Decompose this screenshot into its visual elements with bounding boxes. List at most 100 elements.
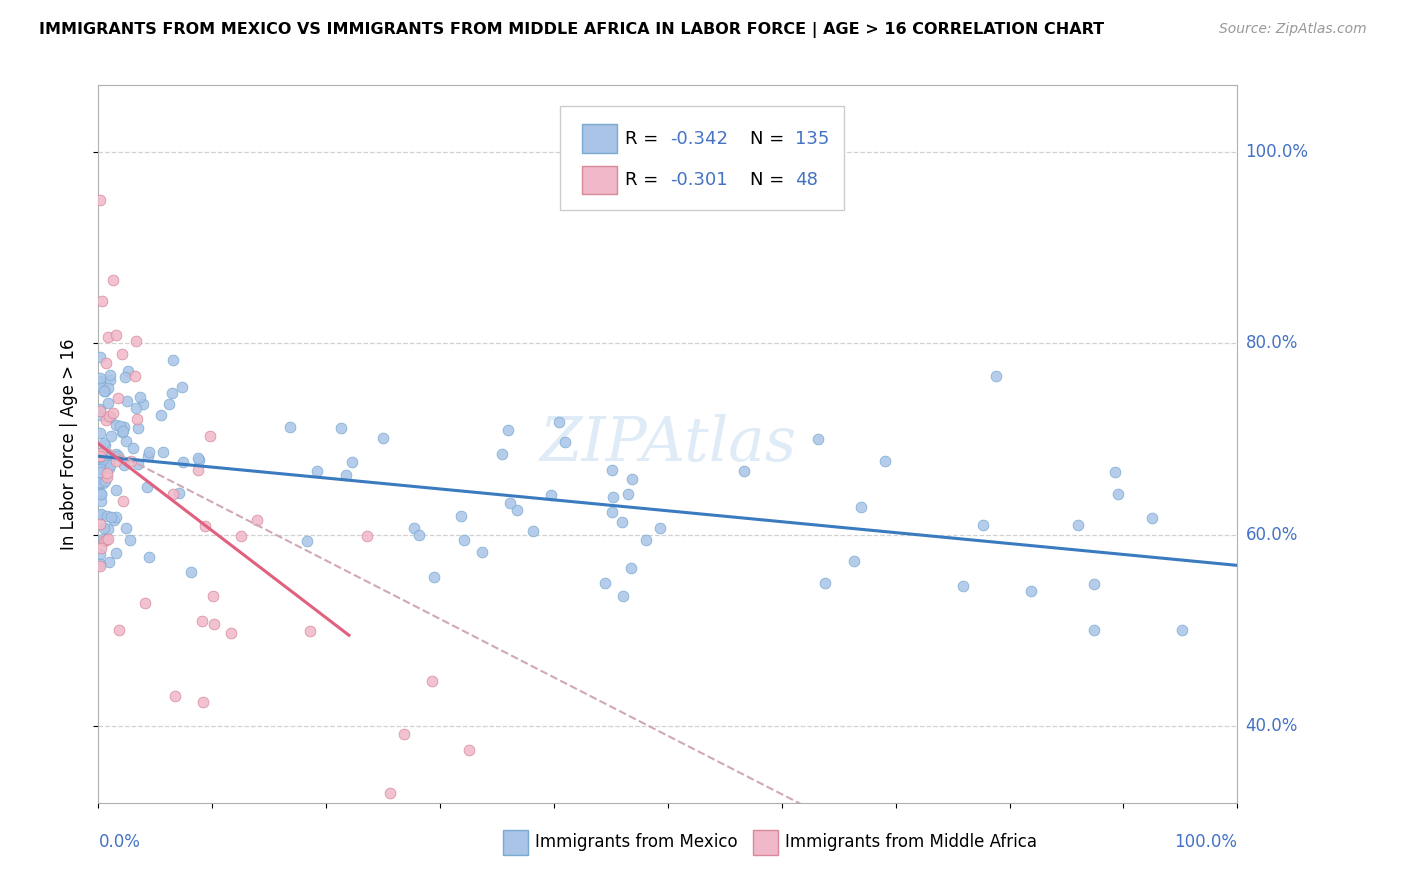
Point bbox=[100, 429, 122, 443]
Point bbox=[458, 743, 481, 757]
Point bbox=[89, 371, 111, 385]
Point bbox=[190, 614, 212, 628]
Point bbox=[98, 453, 121, 467]
Point bbox=[98, 373, 121, 387]
Text: R =: R = bbox=[624, 129, 664, 147]
Point bbox=[93, 450, 115, 464]
Point bbox=[94, 475, 117, 489]
Text: Immigrants from Middle Africa: Immigrants from Middle Africa bbox=[785, 833, 1038, 851]
Point bbox=[202, 617, 225, 632]
Point bbox=[93, 534, 115, 549]
Point bbox=[634, 533, 657, 547]
Point bbox=[96, 508, 118, 523]
Point bbox=[187, 463, 209, 477]
Point bbox=[97, 532, 120, 546]
Point bbox=[107, 392, 129, 406]
Point bbox=[245, 513, 267, 527]
Point bbox=[600, 463, 623, 477]
Point bbox=[105, 509, 128, 524]
Point bbox=[89, 547, 111, 561]
Point bbox=[112, 458, 135, 472]
Point bbox=[94, 438, 117, 452]
Point bbox=[1067, 518, 1090, 533]
Point bbox=[89, 445, 111, 459]
Point bbox=[90, 445, 112, 459]
Point bbox=[89, 466, 111, 480]
Text: 100.0%: 100.0% bbox=[1246, 143, 1309, 161]
Point bbox=[111, 494, 134, 508]
Text: ZIPAtlas: ZIPAtlas bbox=[540, 414, 796, 474]
Point bbox=[423, 570, 446, 584]
Point bbox=[1107, 487, 1129, 501]
Point bbox=[89, 350, 111, 364]
Point bbox=[1083, 624, 1105, 638]
Point bbox=[118, 533, 141, 548]
Point bbox=[392, 727, 415, 741]
Point bbox=[94, 457, 117, 471]
Point bbox=[522, 524, 544, 538]
Point bbox=[620, 560, 643, 574]
Point bbox=[89, 193, 111, 207]
Point bbox=[202, 589, 225, 603]
Point bbox=[229, 529, 252, 543]
Point bbox=[152, 445, 174, 459]
Point bbox=[107, 449, 129, 463]
Point bbox=[612, 516, 634, 530]
FancyBboxPatch shape bbox=[754, 830, 779, 855]
Point bbox=[93, 436, 115, 450]
Point bbox=[329, 420, 352, 434]
Point bbox=[378, 786, 401, 800]
Point bbox=[98, 458, 121, 472]
Point bbox=[89, 475, 111, 489]
Point bbox=[90, 486, 112, 500]
Point bbox=[89, 402, 111, 417]
Point bbox=[96, 412, 118, 426]
Y-axis label: In Labor Force | Age > 16: In Labor Force | Age > 16 bbox=[59, 338, 77, 549]
Point bbox=[875, 454, 897, 468]
FancyBboxPatch shape bbox=[582, 124, 617, 153]
Point bbox=[612, 589, 634, 603]
Point bbox=[104, 483, 127, 497]
Point bbox=[89, 557, 111, 571]
Point bbox=[356, 529, 378, 543]
Point bbox=[648, 521, 671, 535]
Point bbox=[600, 505, 623, 519]
Point bbox=[420, 674, 443, 689]
Point bbox=[162, 487, 184, 501]
FancyBboxPatch shape bbox=[582, 166, 617, 194]
Text: N =: N = bbox=[749, 171, 790, 189]
Point bbox=[172, 380, 194, 394]
Point bbox=[952, 578, 974, 592]
Point bbox=[194, 519, 217, 533]
Point bbox=[340, 455, 363, 469]
Point bbox=[89, 558, 111, 573]
Point bbox=[93, 448, 115, 462]
Point bbox=[125, 401, 148, 416]
Point bbox=[89, 508, 111, 523]
Text: 100.0%: 100.0% bbox=[1174, 833, 1237, 851]
Point bbox=[90, 487, 112, 501]
Point bbox=[157, 397, 180, 411]
Point bbox=[167, 485, 190, 500]
Point bbox=[554, 434, 576, 449]
Point bbox=[733, 464, 755, 478]
FancyBboxPatch shape bbox=[503, 830, 527, 855]
Point bbox=[595, 575, 617, 590]
Point bbox=[91, 532, 114, 546]
Point bbox=[98, 410, 121, 425]
Point bbox=[96, 469, 118, 483]
Point bbox=[807, 433, 830, 447]
Point bbox=[96, 356, 118, 370]
Point bbox=[506, 503, 529, 517]
Point bbox=[298, 624, 321, 638]
Point bbox=[616, 487, 638, 501]
Point bbox=[91, 476, 114, 491]
Point bbox=[111, 425, 134, 439]
Point bbox=[602, 491, 624, 505]
Point bbox=[136, 449, 159, 463]
Point bbox=[402, 521, 425, 535]
Point bbox=[96, 533, 118, 548]
Point bbox=[849, 500, 872, 514]
Point bbox=[844, 554, 866, 568]
Point bbox=[193, 695, 215, 709]
